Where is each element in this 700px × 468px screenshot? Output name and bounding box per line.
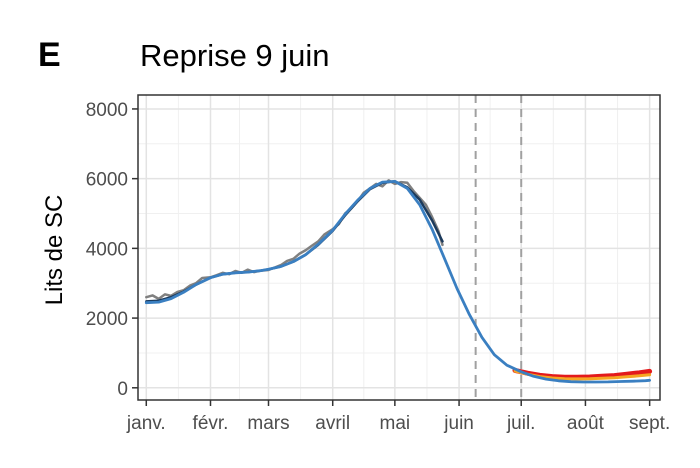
- series-group: [144, 179, 653, 384]
- x-tick-label: sept.: [629, 413, 670, 434]
- y-tick-label: 6000: [86, 170, 128, 191]
- series-line-projection: [144, 179, 651, 384]
- x-tick-label: mars: [247, 413, 289, 434]
- y-tick-label: 0: [117, 379, 128, 400]
- x-tick-label: avril: [315, 413, 350, 434]
- plot-area: [138, 95, 660, 400]
- plot-frame: [137, 94, 661, 401]
- x-tick-label: juil.: [506, 413, 536, 434]
- y-tick-label: 2000: [86, 309, 128, 330]
- x-tick-label: août: [567, 413, 605, 434]
- x-axis: janv. févr. mars avril mai juin juil. août sept.: [126, 400, 670, 434]
- plot-border: [137, 94, 661, 401]
- x-tick-label: mai: [380, 413, 411, 434]
- y-axis: 0 2000 4000 6000 8000: [86, 100, 138, 400]
- x-tick-label: juin: [443, 413, 474, 434]
- panel-label: E: [38, 36, 61, 74]
- grid-lines: [138, 95, 660, 400]
- x-tick-label: janv.: [126, 413, 166, 434]
- x-tick-label: févr.: [193, 413, 229, 434]
- y-tick-label: 4000: [86, 239, 128, 260]
- y-axis-label: Lits de SC: [41, 195, 68, 306]
- y-tick-label: 8000: [86, 100, 128, 121]
- reference-lines: [474, 95, 523, 400]
- plot-background: [138, 95, 660, 400]
- chart-title: Reprise 9 juin: [140, 38, 330, 73]
